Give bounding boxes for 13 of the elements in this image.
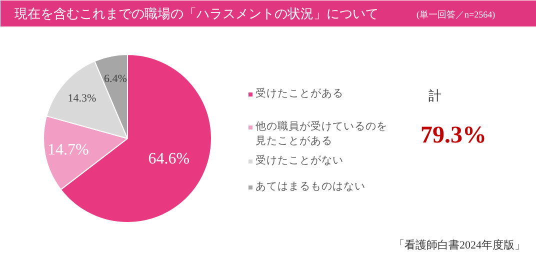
text: 79.3%	[420, 122, 486, 148]
data-label: 14.3%	[68, 92, 96, 105]
legend-label: 受けたことがある	[256, 86, 344, 100]
legend-label: 受けたことがない	[256, 154, 344, 166]
text: 計	[428, 88, 442, 103]
text: (単一回答／n=2564)	[416, 10, 496, 20]
legend-label: あてはまるものはない	[256, 180, 366, 192]
data-label: 6.4%	[104, 73, 127, 86]
data-label: 64.6%	[148, 150, 190, 168]
legend-label: 他の職員が受けているのを見たことがある	[256, 120, 388, 147]
data-label: 14.7%	[47, 142, 89, 159]
text: 「看護師白書2024年度版」	[394, 238, 526, 252]
chart-title: 現在を含むこれまでの職場の「ハラスメントの状況」について	[14, 6, 378, 21]
